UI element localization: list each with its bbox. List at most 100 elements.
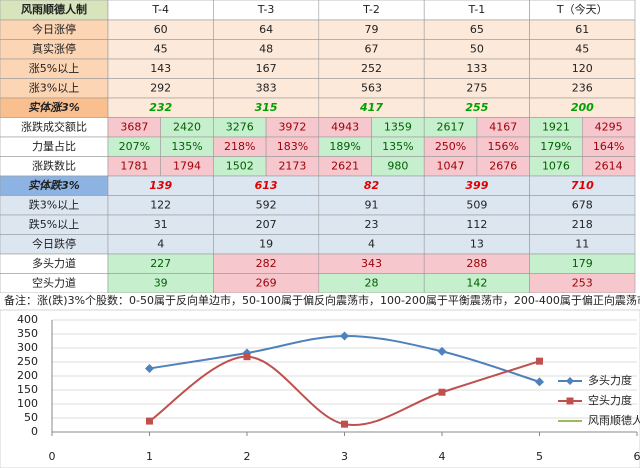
table-value: 1794 [173, 159, 201, 172]
point-marker [341, 420, 348, 428]
point-marker [535, 377, 544, 387]
row-label: 今日跌停 [32, 236, 76, 250]
row-label: 真实涨停 [32, 41, 76, 55]
note-row [0, 293, 640, 308]
table-value: 2617 [437, 120, 465, 133]
table-value: 1502 [226, 159, 254, 172]
table-value: 13 [470, 237, 484, 250]
table-value: 179 [572, 257, 593, 270]
row-label: 涨跌成交额比 [21, 119, 87, 133]
table-value: 417 [359, 101, 383, 114]
x-tick-label: 0 [49, 450, 56, 463]
table-value: 292 [150, 81, 171, 94]
row-label: 空头力道 [32, 275, 76, 289]
table-value: 218% [224, 140, 255, 153]
column-header: T-1 [468, 3, 486, 16]
table-value: 207% [119, 140, 150, 153]
legend-label: 空头力度 [588, 393, 632, 407]
table-value: 250% [435, 140, 466, 153]
table-value: 45 [575, 42, 589, 55]
row-label: 涨5%以上 [29, 62, 79, 75]
table-value: 1076 [542, 159, 570, 172]
column-header: T-2 [362, 3, 380, 16]
table-value: 282 [256, 257, 277, 270]
row-label: 实体涨3% [28, 101, 80, 114]
y-tick-label: 0 [31, 425, 38, 438]
y-tick-label: 250 [17, 355, 38, 368]
table-value: 91 [365, 198, 379, 211]
table-value: 1047 [437, 159, 465, 172]
row-label: 今日涨停 [32, 22, 76, 36]
y-tick-label: 350 [17, 327, 38, 340]
table-value: 4 [157, 237, 164, 250]
point-marker [340, 331, 349, 341]
table-value: 207 [256, 218, 277, 231]
table-value: 164% [593, 140, 624, 153]
table-value: 383 [256, 81, 277, 94]
table-value: 183% [277, 140, 308, 153]
chart-area [0, 309, 640, 468]
table-value: 288 [466, 257, 487, 270]
row-label: 实体跌3% [28, 179, 80, 192]
table-value: 19 [259, 237, 273, 250]
table-value: 3276 [226, 120, 254, 133]
table-value: 45 [154, 42, 168, 55]
table-value: 135% [382, 140, 413, 153]
table-value: 112 [466, 218, 487, 231]
legend-marker [566, 397, 574, 405]
row-label: 力量占比 [32, 139, 76, 153]
table-value: 82 [364, 179, 380, 192]
note: 备注：涨(跌)3%个股数：0-50属于反向单边市，50-100属于偏反向震荡市，… [4, 293, 640, 307]
table-value: 678 [572, 198, 593, 211]
table-value: 4 [368, 237, 375, 250]
row-label: 跌3%以上 [29, 197, 79, 211]
table-value: 3972 [278, 120, 306, 133]
row-label: 多头力道 [32, 256, 76, 270]
table-value: 218 [572, 218, 593, 231]
y-tick-label: 150 [17, 383, 38, 396]
table-value: 79 [365, 23, 379, 36]
table-value: 4943 [331, 120, 359, 133]
point-marker [145, 363, 154, 373]
row-label: 涨3%以上 [29, 81, 79, 94]
table-value: 142 [466, 276, 487, 289]
table-value: 710 [571, 179, 594, 192]
table-value: 2676 [489, 159, 517, 172]
x-tick-label: 4 [439, 450, 446, 463]
table-value: 48 [259, 42, 273, 55]
x-tick-label: 2 [244, 450, 251, 463]
table-value: 232 [149, 101, 172, 114]
table-value: 252 [361, 62, 382, 75]
table-value: 1781 [120, 159, 148, 172]
table-value: 1921 [542, 120, 570, 133]
x-tick-label: 3 [341, 450, 348, 463]
table-value: 1359 [384, 120, 412, 133]
table-value: 275 [466, 81, 487, 94]
table-value: 200 [571, 101, 594, 114]
table-value: 563 [361, 81, 382, 94]
table-value: 23 [365, 218, 379, 231]
table-value: 2420 [173, 120, 201, 133]
legend-label: 风雨顺德人制 [588, 413, 640, 427]
table-value: 2614 [595, 159, 623, 172]
table-value: 156% [488, 140, 519, 153]
row-label: 涨跌数比 [32, 158, 76, 172]
point-marker [146, 417, 153, 425]
legend-marker [566, 377, 574, 385]
y-tick-label: 200 [17, 369, 38, 382]
y-tick-label: 400 [17, 313, 38, 326]
table-value: 399 [465, 179, 488, 192]
table-value: 592 [256, 198, 277, 211]
y-tick-label: 100 [17, 397, 38, 410]
table-value: 39 [154, 276, 168, 289]
table-value: 133 [466, 62, 487, 75]
table-value: 179% [540, 140, 571, 153]
x-tick-label: 6 [634, 450, 640, 463]
table-value: 253 [572, 276, 593, 289]
table-value: 135% [171, 140, 202, 153]
x-tick-label: 5 [536, 450, 543, 463]
table-value: 343 [361, 257, 382, 270]
table-value: 122 [150, 198, 171, 211]
y-tick-label: 50 [24, 411, 38, 424]
